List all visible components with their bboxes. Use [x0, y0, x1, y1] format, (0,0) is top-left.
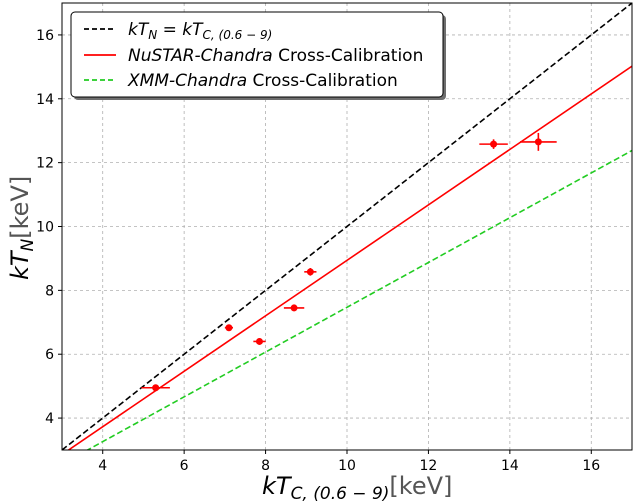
- y-ticks: 4 6 8 10 12 14 16: [36, 28, 62, 427]
- data-point: [152, 384, 160, 392]
- y-tick-label: 10: [36, 220, 54, 236]
- x-ticks: 4 6 8 10 12 14 16: [98, 450, 600, 474]
- plot-area: [62, 3, 632, 450]
- series-line: [85, 149, 632, 450]
- x-tick-label: 8: [261, 458, 270, 474]
- x-axis-label: kTC, (0.6 − 9)[keV]: [262, 472, 452, 502]
- legend-label-xmm: XMM-Chandra Cross-Calibration: [127, 71, 398, 91]
- y-tick-label: 16: [36, 28, 54, 44]
- y-tick-label: 6: [45, 347, 54, 363]
- x-tick-label: 4: [98, 458, 107, 474]
- data-point: [225, 324, 233, 332]
- x-tick-label: 16: [582, 458, 600, 474]
- y-tick-label: 12: [36, 156, 54, 172]
- plot-frame: [61, 2, 633, 451]
- legend: kTN = kTC, (0.6 − 9) NuSTAR-Chandra Cros…: [70, 11, 446, 100]
- x-tick-label: 6: [180, 458, 189, 474]
- legend-label-nustar: NuSTAR-Chandra Cross-Calibration: [128, 46, 423, 66]
- data-point: [290, 304, 298, 312]
- data-point: [490, 140, 498, 148]
- data-point: [306, 268, 314, 276]
- x-tick-label: 14: [501, 458, 519, 474]
- data-point: [255, 337, 263, 345]
- legend-box: [70, 11, 444, 98]
- y-axis-label: kTN[keV]: [6, 176, 38, 280]
- x-tick-label: 10: [338, 458, 356, 474]
- y-tick-label: 14: [36, 92, 54, 108]
- series-line: [62, 3, 632, 450]
- series-group: [62, 3, 632, 450]
- legend-label-identity: kTN = kTC, (0.6 − 9): [128, 20, 272, 42]
- y-tick-label: 4: [45, 411, 54, 427]
- y-tick-label: 8: [45, 283, 54, 299]
- x-tick-label: 12: [420, 458, 438, 474]
- data-point: [534, 138, 542, 146]
